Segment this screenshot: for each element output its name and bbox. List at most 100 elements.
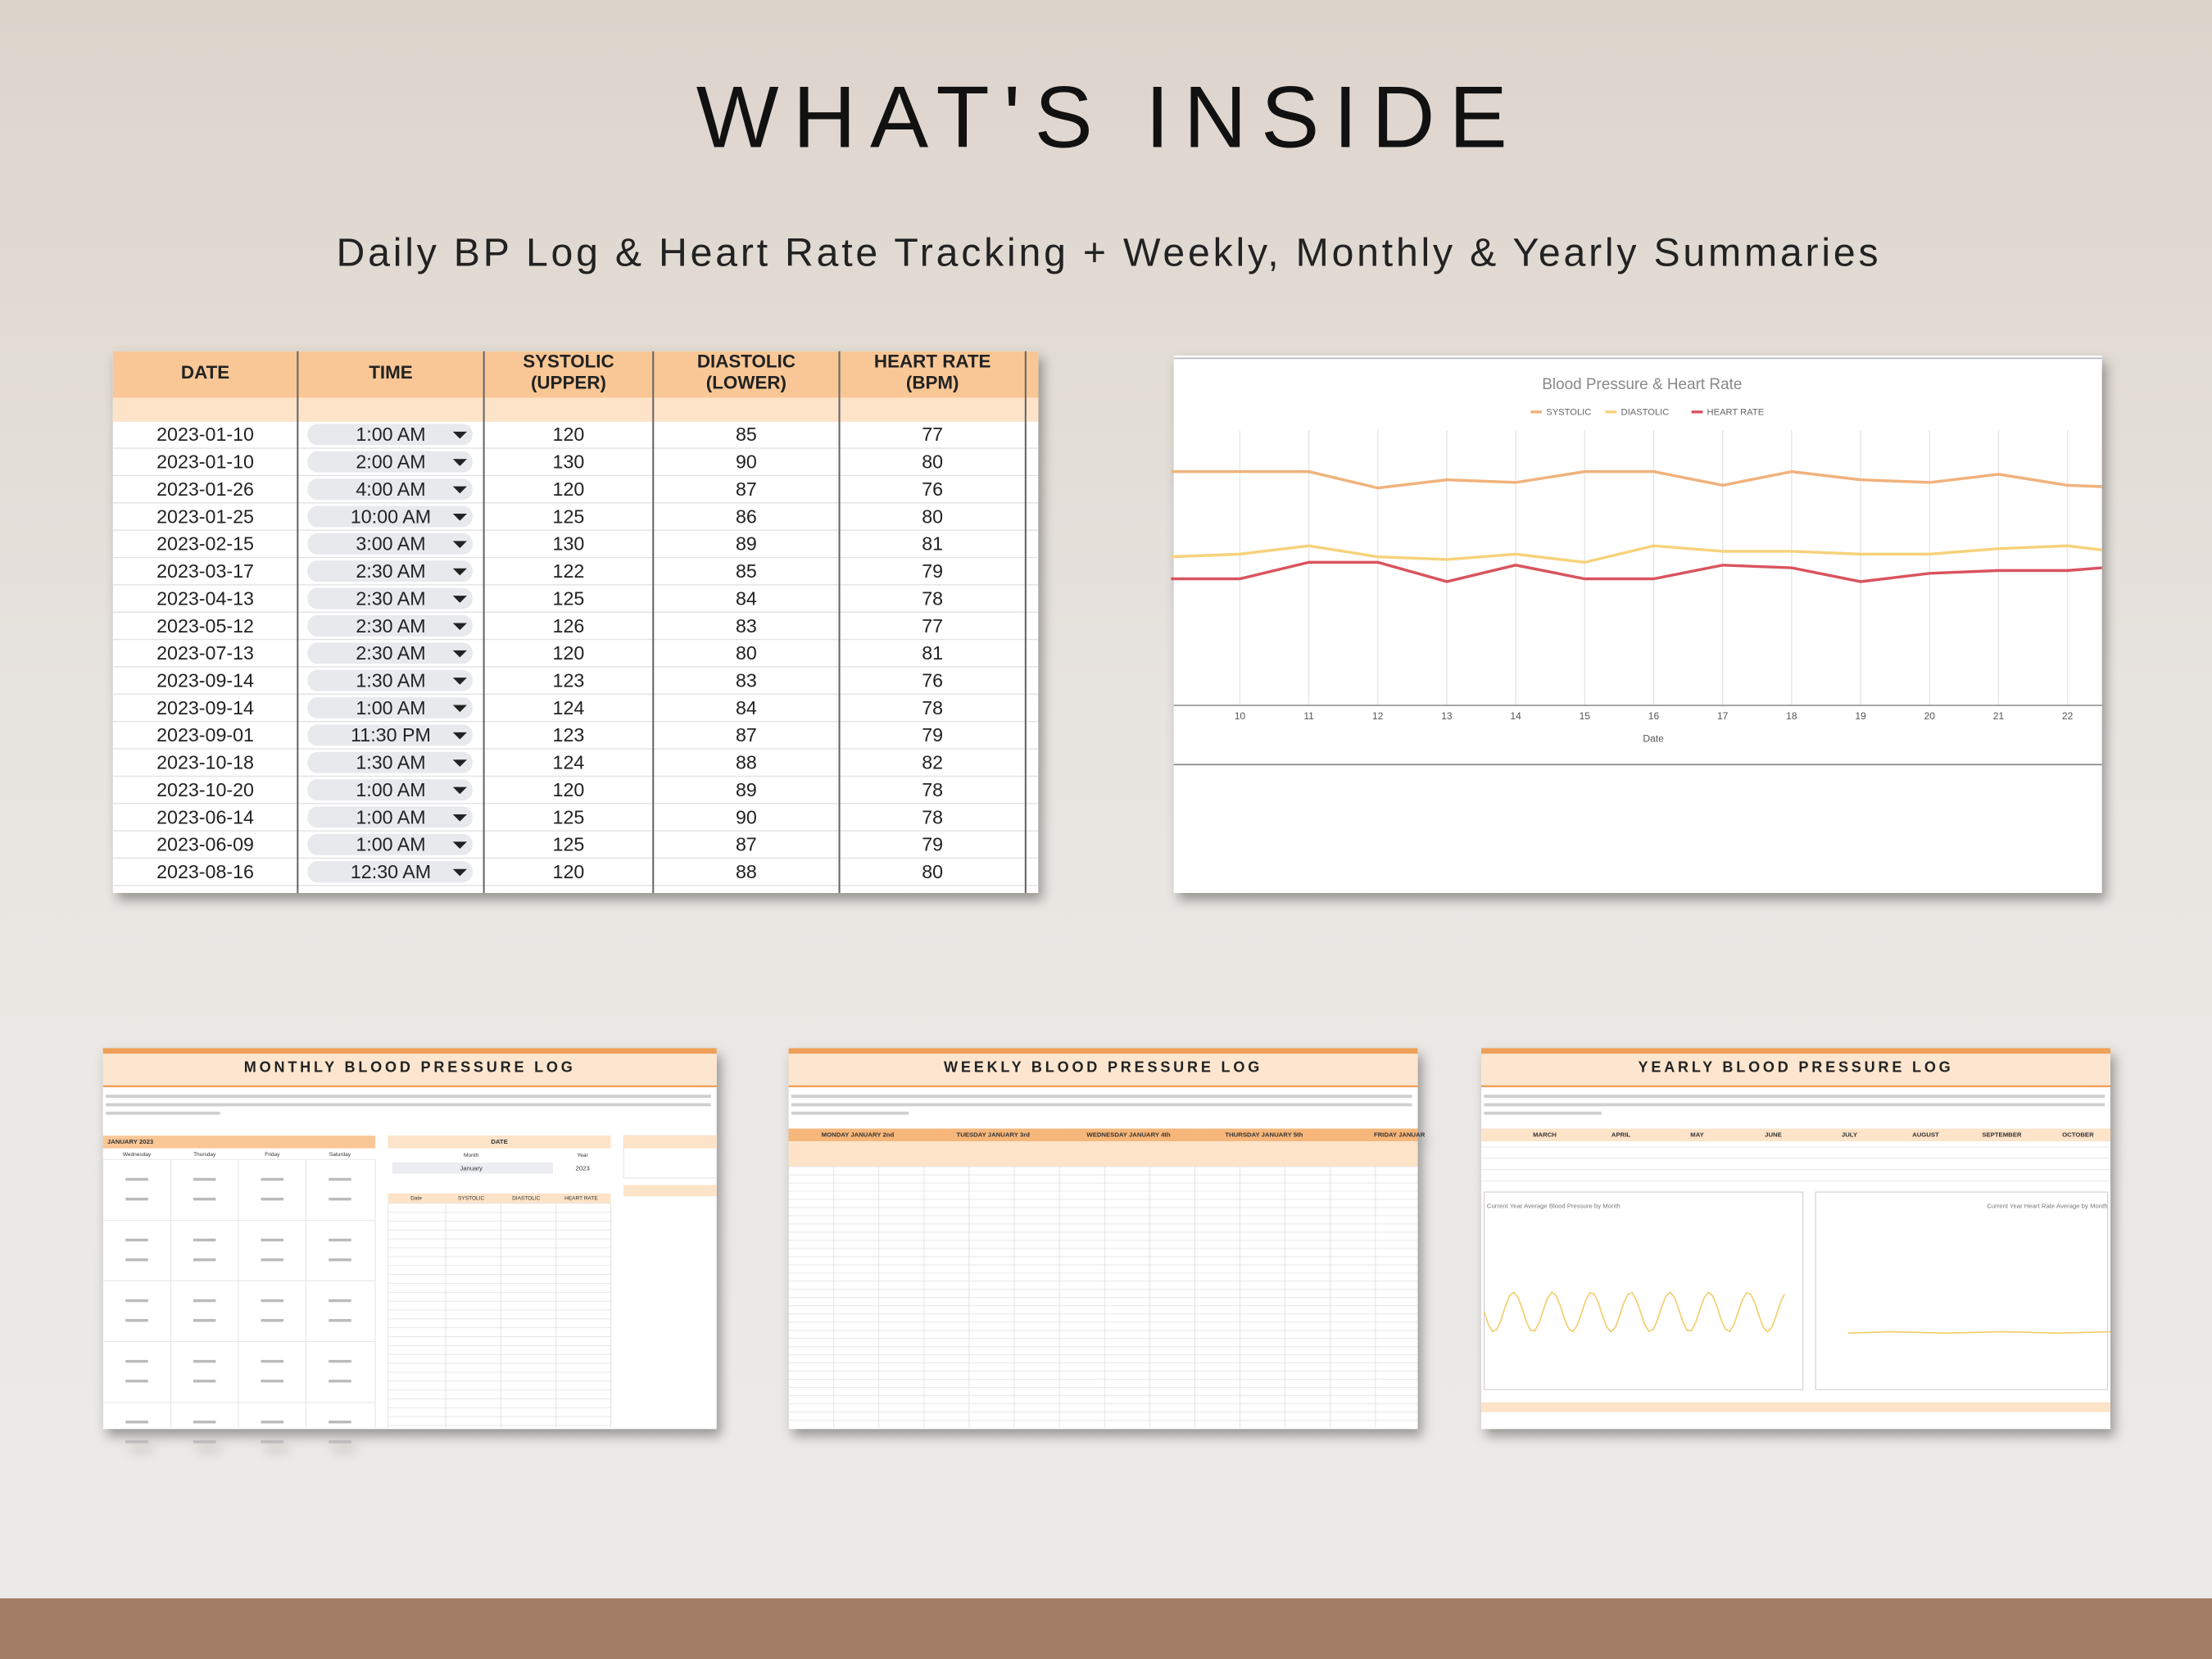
year-label: Year (578, 1153, 589, 1158)
table-cell: 120 (553, 424, 585, 445)
table-cell: 80 (922, 505, 943, 527)
x-tick-label: 17 (1717, 710, 1729, 722)
mini-chart-line (1483, 1291, 1786, 1333)
month-header-band (1481, 1128, 2111, 1142)
table-cell: 84 (736, 587, 757, 609)
page-subtitle: Daily BP Log & Heart Rate Tracking + Wee… (337, 230, 1882, 274)
calendar-cell-text (193, 1299, 216, 1303)
calendar-cell-text (193, 1177, 216, 1181)
table-cell: 2023-07-13 (156, 642, 254, 664)
mini-chart-line (1847, 1330, 2111, 1335)
series-line (1171, 560, 2102, 583)
panel-title: WEEKLY BLOOD PRESSURE LOG (944, 1058, 1262, 1075)
day-header: TUESDAY JANUARY 3rd (957, 1131, 1031, 1138)
time-dropdown[interactable] (307, 751, 473, 773)
time-dropdown[interactable] (307, 614, 473, 637)
table-cell: 2023-10-18 (156, 752, 254, 773)
table-cell: 2023-09-14 (156, 669, 254, 691)
calendar-cell-text (329, 1319, 351, 1322)
mini-chart-frame (1483, 1191, 1804, 1390)
table-cell: 1:00 AM (356, 697, 425, 718)
month-label: Month (464, 1153, 479, 1158)
time-dropdown[interactable] (307, 724, 473, 746)
table-cell: 2023-01-10 (156, 451, 254, 473)
calendar-cell-text (193, 1197, 216, 1201)
time-dropdown[interactable] (307, 669, 473, 691)
table-header: HEART RATE (564, 1196, 598, 1202)
time-dropdown[interactable] (307, 533, 473, 555)
dropdown-arrow (452, 759, 467, 767)
dropdown-arrow (452, 596, 467, 603)
calendar-cell-text (125, 1319, 148, 1322)
day-header: MONDAY JANUARY 2nd (822, 1131, 895, 1138)
table-cell: 85 (736, 424, 757, 445)
weekday: Friday (265, 1152, 280, 1158)
time-dropdown[interactable] (307, 779, 473, 800)
page-title: WHAT'S INSIDE (696, 68, 1521, 166)
monthly-panel: MONTHLY BLOOD PRESSURE LOG JANUARY 2023 We… (102, 1048, 718, 1444)
table-cell: 2023-01-26 (156, 478, 254, 500)
month-dropdown[interactable] (392, 1162, 553, 1174)
time-dropdown[interactable] (307, 560, 473, 582)
legend-label: DIASTOLIC (1621, 408, 1670, 418)
table-subheader-bg (112, 397, 1039, 422)
calendar-cell-text (261, 1440, 284, 1444)
time-dropdown[interactable] (307, 697, 473, 718)
table-cell: 126 (553, 615, 585, 637)
intro-text-line (106, 1111, 220, 1115)
legend-label: HEART RATE (1707, 408, 1765, 418)
weekday: Thursday (193, 1152, 216, 1158)
table-cell: 2023-01-25 (156, 505, 254, 527)
calendar-title: JANUARY 2023 (107, 1138, 154, 1145)
time-dropdown[interactable] (307, 478, 473, 500)
day-header: FRIDAY JANUAR (1374, 1131, 1426, 1138)
panel-bg (788, 1048, 1418, 1430)
x-axis-label: Date (1643, 732, 1664, 744)
column-header: (BPM) (906, 372, 959, 392)
calendar-cell-text (193, 1420, 216, 1424)
calendar-cell-text (125, 1359, 148, 1363)
time-dropdown[interactable] (307, 833, 473, 855)
month-value: January (460, 1165, 483, 1172)
intro-text-line (1484, 1111, 1602, 1115)
table-cell: 120 (553, 642, 585, 664)
table-cell: 2023-10-20 (156, 779, 254, 800)
dropdown-arrow (452, 541, 467, 548)
x-tick-label: 18 (1786, 710, 1797, 722)
time-dropdown[interactable] (307, 861, 473, 883)
intro-text-line (791, 1095, 1412, 1099)
calendar-cell-text (261, 1238, 284, 1242)
x-tick-label: 20 (1924, 710, 1936, 722)
table-cell: 88 (736, 752, 757, 773)
table-cell: 2:30 AM (356, 587, 425, 609)
panel-title-band (102, 1054, 717, 1086)
time-dropdown[interactable] (307, 424, 473, 446)
calendar-cell-text (261, 1359, 284, 1363)
legend-label: SYSTOLIC (1546, 408, 1591, 418)
calendar-cell-text (125, 1420, 148, 1424)
table-cell: 2023-04-13 (156, 587, 254, 609)
table-cell: 3:00 AM (356, 533, 425, 555)
time-dropdown[interactable] (307, 587, 473, 610)
table-cell: 120 (553, 478, 585, 500)
table-cell: 81 (922, 642, 943, 664)
table-cell: 2:30 AM (356, 560, 425, 582)
table-cell: 76 (922, 669, 943, 691)
x-tick-label: 19 (1855, 710, 1866, 722)
table-cell: 90 (736, 451, 757, 473)
dropdown-arrow (452, 705, 467, 713)
time-dropdown[interactable] (307, 642, 473, 664)
time-dropdown[interactable] (307, 451, 473, 473)
table-header-band (388, 1193, 611, 1203)
table-cell: 125 (553, 806, 585, 827)
calendar-cell-text (329, 1177, 351, 1181)
panel-title-band (788, 1054, 1418, 1086)
month-header: MARCH (1533, 1131, 1557, 1138)
time-dropdown[interactable] (307, 806, 473, 828)
time-dropdown[interactable] (307, 505, 473, 528)
month-header: SEPTEMBER (1982, 1131, 2022, 1138)
table-cell: 11:30 PM (351, 724, 431, 746)
panel-title-band (1481, 1054, 2111, 1086)
dropdown-arrow (452, 786, 467, 795)
calendar-cell-text (261, 1258, 284, 1262)
